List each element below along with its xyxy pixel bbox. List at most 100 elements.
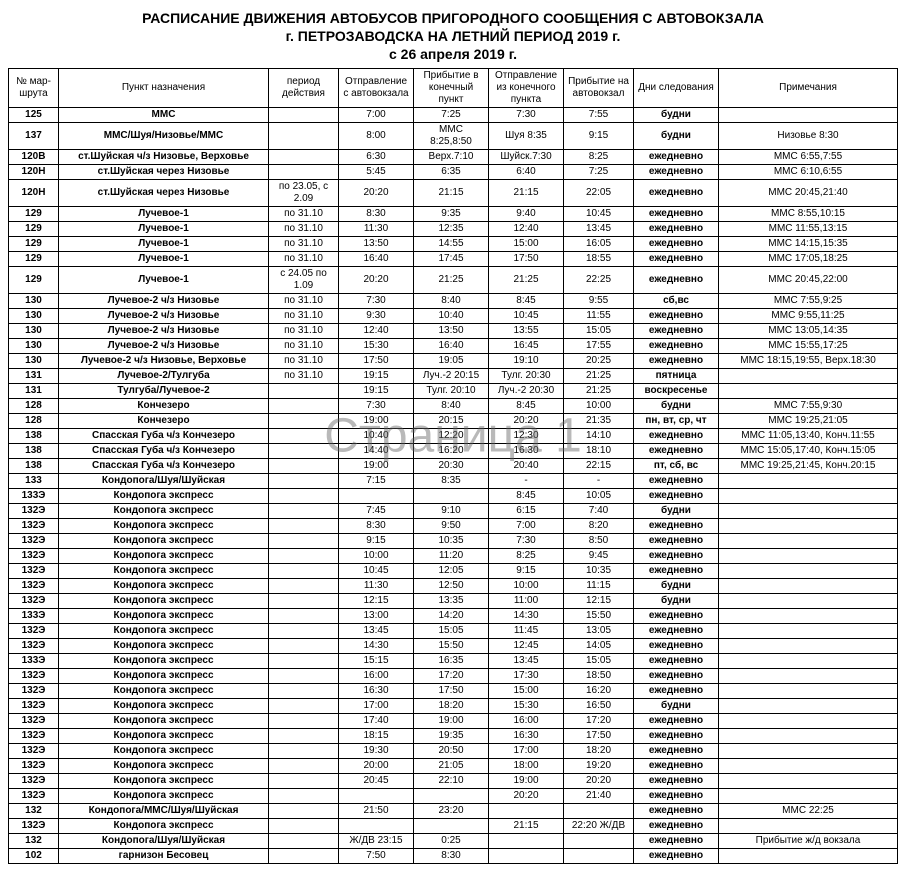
table-cell: 15:05 [414, 624, 489, 639]
table-cell [414, 789, 489, 804]
table-cell [564, 834, 634, 849]
table-cell: Кондопога экспресс [59, 654, 269, 669]
table-cell: 20:20 [339, 267, 414, 294]
table-cell: 18:50 [564, 669, 634, 684]
table-cell: 132Э [9, 564, 59, 579]
table-cell: 16:45 [489, 339, 564, 354]
table-cell: ежедневно [634, 165, 719, 180]
table-cell [719, 819, 898, 834]
table-cell [719, 849, 898, 864]
table-row: 128Кончезеро7:308:408:4510:00будниММС 7:… [9, 399, 898, 414]
table-cell: 13:00 [339, 609, 414, 624]
table-cell: 6:15 [489, 504, 564, 519]
table-cell: 15:05 [564, 324, 634, 339]
table-cell: ежедневно [634, 237, 719, 252]
col-header: Отправление с автовокзала [339, 69, 414, 108]
table-cell: ежедневно [634, 534, 719, 549]
table-cell: 11:55 [564, 309, 634, 324]
table-cell: Прибытие ж/д вокзала [719, 834, 898, 849]
table-cell: ежедневно [634, 267, 719, 294]
table-cell: Лучевое-2 ч/з Низовье [59, 339, 269, 354]
table-cell: 15:30 [339, 339, 414, 354]
table-cell [489, 834, 564, 849]
table-cell: по 31.10 [269, 207, 339, 222]
table-cell: 5:45 [339, 165, 414, 180]
table-cell: 18:15 [339, 729, 414, 744]
table-cell: Лучевое-2 ч/з Низовье, Верховье [59, 354, 269, 369]
table-cell: 10:00 [564, 399, 634, 414]
table-cell [269, 774, 339, 789]
table-cell: 19:15 [339, 384, 414, 399]
table-cell [414, 819, 489, 834]
table-cell: Кондопога/ММС/Шуя/Шуйская [59, 804, 269, 819]
table-cell: 133Э [9, 654, 59, 669]
table-cell: ММС 6:10,6:55 [719, 165, 898, 180]
table-cell: Лучевое-2 ч/з Низовье [59, 324, 269, 339]
table-cell: 132Э [9, 684, 59, 699]
table-cell: 11:45 [489, 624, 564, 639]
table-cell: ежедневно [634, 669, 719, 684]
table-cell: 120В [9, 150, 59, 165]
table-cell: 8:30 [414, 849, 489, 864]
table-cell: 6:40 [489, 165, 564, 180]
table-row: 129Лучевое-1с 24.05 по 1.0920:2021:2521:… [9, 267, 898, 294]
table-cell: 17:00 [489, 744, 564, 759]
table-row: 129Лучевое-1по 31.1011:3012:3512:4013:45… [9, 222, 898, 237]
table-cell: ежедневно [634, 744, 719, 759]
table-cell: гарнизон Бесовец [59, 849, 269, 864]
table-cell: 21:35 [564, 414, 634, 429]
table-cell: 128 [9, 399, 59, 414]
table-cell: 21:15 [489, 819, 564, 834]
table-cell: Тулгуба/Лучевое-2 [59, 384, 269, 399]
table-cell: 132Э [9, 714, 59, 729]
table-cell: Кондопога экспресс [59, 504, 269, 519]
table-cell [269, 669, 339, 684]
table-cell: Кондопога экспресс [59, 564, 269, 579]
table-cell: 13:45 [564, 222, 634, 237]
table-cell [269, 564, 339, 579]
table-cell: 19:15 [339, 369, 414, 384]
table-cell: 132Э [9, 744, 59, 759]
table-cell: ММС/Шуя/Низовье/ММС [59, 123, 269, 150]
table-cell: ежедневно [634, 804, 719, 819]
table-cell: будни [634, 579, 719, 594]
table-cell: 17:45 [414, 252, 489, 267]
table-cell: 132Э [9, 639, 59, 654]
table-row: 125ММС7:007:257:307:55будни [9, 108, 898, 123]
table-cell: ММС 20:45,21:40 [719, 180, 898, 207]
table-cell: 11:00 [489, 594, 564, 609]
table-cell: Кончезеро [59, 414, 269, 429]
table-cell [719, 729, 898, 744]
table-cell: 7:30 [339, 294, 414, 309]
table-cell: 8:25 [564, 150, 634, 165]
table-cell: 15:00 [489, 237, 564, 252]
table-cell: ст.Шуйская ч/з Низовье, Верховье [59, 150, 269, 165]
table-cell: 16:00 [489, 714, 564, 729]
table-cell: 14:40 [339, 444, 414, 459]
table-cell: 9:45 [564, 549, 634, 564]
table-row: 132ЭКондопога экспресс20:2021:40ежедневн… [9, 789, 898, 804]
table-cell: 11:15 [564, 579, 634, 594]
table-cell [269, 684, 339, 699]
table-cell [719, 639, 898, 654]
table-cell: 15:15 [339, 654, 414, 669]
table-cell: 7:25 [564, 165, 634, 180]
table-cell: Кондопога экспресс [59, 774, 269, 789]
table-cell: ежедневно [634, 684, 719, 699]
table-row: 132ЭКондопога экспресс20:4522:1019:0020:… [9, 774, 898, 789]
table-cell: 10:40 [414, 309, 489, 324]
table-cell: 19:20 [564, 759, 634, 774]
table-cell: 12:40 [489, 222, 564, 237]
table-cell: 7:40 [564, 504, 634, 519]
table-cell: ежедневно [634, 309, 719, 324]
table-row: 137ММС/Шуя/Низовье/ММС8:00ММС 8:25,8:50Ш… [9, 123, 898, 150]
table-row: 132ЭКондопога экспресс10:0011:208:259:45… [9, 549, 898, 564]
table-cell [719, 369, 898, 384]
table-cell: 132Э [9, 519, 59, 534]
table-cell [269, 759, 339, 774]
table-cell: ежедневно [634, 150, 719, 165]
title-line-1: РАСПИСАНИЕ ДВИЖЕНИЯ АВТОБУСОВ ПРИГОРОДНО… [8, 10, 898, 26]
table-cell: будни [634, 123, 719, 150]
table-cell: будни [634, 108, 719, 123]
table-cell: 21:15 [414, 180, 489, 207]
